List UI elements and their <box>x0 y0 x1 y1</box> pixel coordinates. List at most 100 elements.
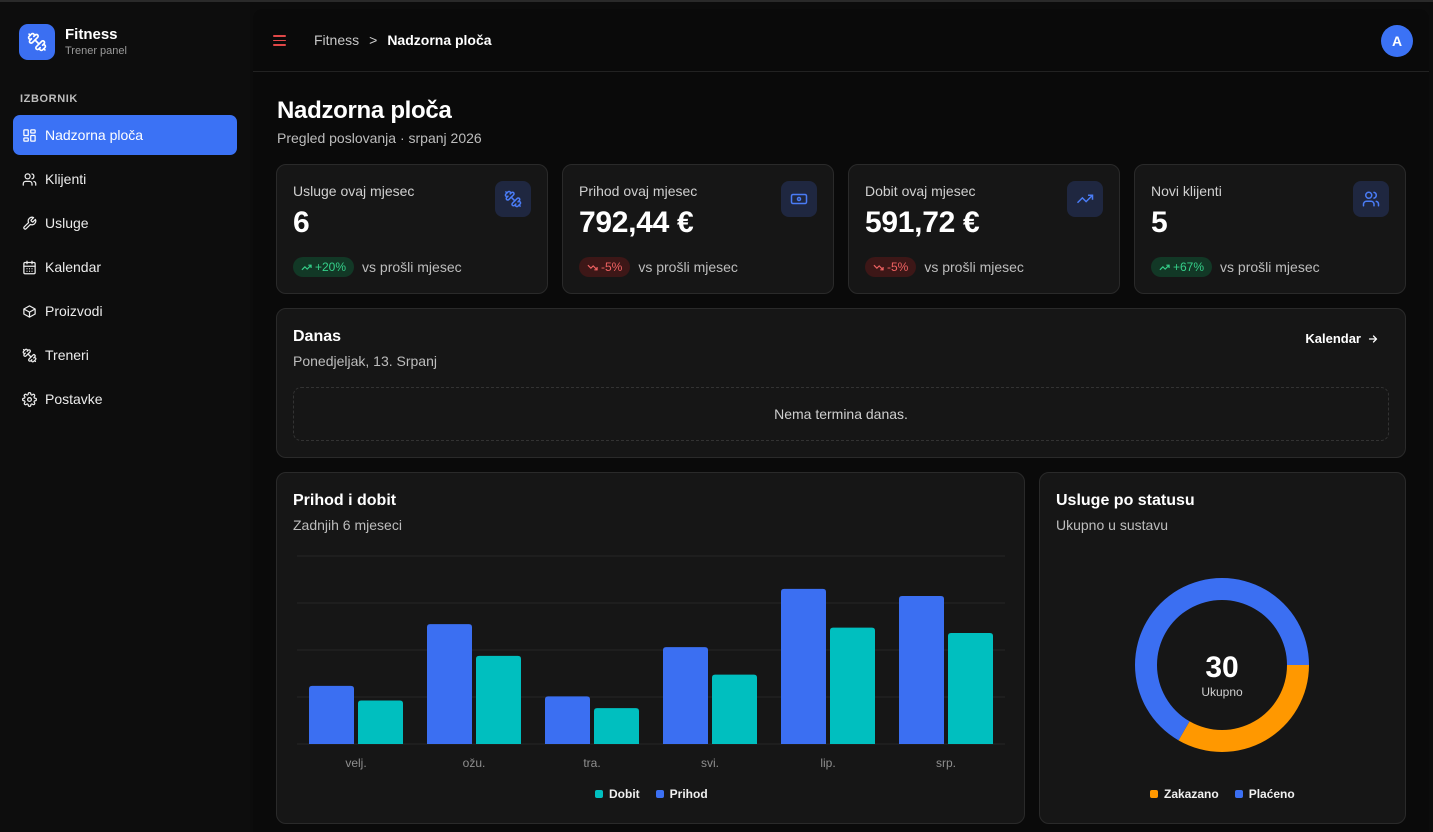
stat-card-new-clients: Novi klijenti 5 +67% vs prošli mjesec <box>1134 164 1406 294</box>
page-subtitle: Pregled poslovanja · srpanj 2026 <box>277 130 482 146</box>
sidebar-item-label: Proizvodi <box>45 303 103 319</box>
bar-dobit[interactable] <box>712 674 757 744</box>
sidebar-item-label: Nadzorna ploča <box>45 127 144 143</box>
revenue-chart-card: Prihod i dobit Zadnjih 6 mjeseci velj. ož… <box>276 472 1025 824</box>
today-title: Danas <box>293 328 342 345</box>
sidebar-item-services[interactable]: Usluge <box>13 203 237 243</box>
bar-chart: velj. ožu. tra. svi. lip. srp. <box>297 555 1005 770</box>
x-tick-label: lip. <box>820 756 835 770</box>
bar-dobit[interactable] <box>948 632 993 744</box>
sidebar-item-settings[interactable]: Postavke <box>13 379 237 419</box>
status-chart-card: Usluge po statusu Ukupno u sustavu 30 Uku… <box>1039 472 1406 824</box>
chart-title: Usluge po statusu <box>1056 492 1195 509</box>
main-content: Fitness > Nadzorna ploča A Nadzorna ploč… <box>253 9 1429 832</box>
sidebar-menu: Nadzorna ploča Klijenti Usluge Kalendar … <box>13 115 237 423</box>
stat-value: 5 <box>1151 206 1168 239</box>
stat-label: Dobit ovaj mjesec <box>865 183 976 199</box>
stat-card-revenue: Prihod ovaj mjesec 792,44 € -5% vs prošl… <box>562 164 834 294</box>
bar-dobit[interactable] <box>358 700 403 744</box>
trend-badge: -5% <box>865 257 917 277</box>
legend-item-zakazano[interactable]: Zakazano <box>1150 787 1219 801</box>
trend-badge: +20% <box>293 257 355 277</box>
calendar-link[interactable]: Kalendar <box>1305 331 1379 346</box>
chevron-right-icon: > <box>369 32 378 48</box>
bar-prihod[interactable] <box>899 595 944 744</box>
users-icon <box>21 171 37 187</box>
sidebar: Fitness Trener panel IZBORNIK Nadzorna p… <box>0 2 250 832</box>
calendar-icon <box>21 259 37 275</box>
banknote-icon <box>781 181 817 217</box>
x-tick-label: srp. <box>936 756 956 770</box>
sidebar-item-label: Klijenti <box>45 171 87 187</box>
stat-label: Usluge ovaj mjesec <box>293 183 415 199</box>
stat-card-services: Usluge ovaj mjesec 6 +20% vs prošli mjes… <box>276 164 548 294</box>
users-icon <box>1353 181 1389 217</box>
sidebar-item-label: Treneri <box>45 347 89 363</box>
brand-title: Fitness <box>65 26 118 43</box>
legend-item-placeno[interactable]: Plaćeno <box>1234 787 1295 801</box>
sidebar-item-trainers[interactable]: Treneri <box>13 335 237 375</box>
sidebar-item-dashboard[interactable]: Nadzorna ploča <box>13 115 237 155</box>
sidebar-item-clients[interactable]: Klijenti <box>13 159 237 199</box>
legend-item-prihod[interactable]: Prihod <box>655 787 708 801</box>
gear-icon <box>21 391 37 407</box>
breadcrumb: Fitness > Nadzorna ploča <box>314 32 492 48</box>
chart-legend: Dobit Prihod <box>595 787 708 801</box>
box-icon <box>21 303 37 319</box>
sidebar-item-products[interactable]: Proizvodi <box>13 291 237 331</box>
sidebar-item-label: Usluge <box>45 215 89 231</box>
trending-up-icon <box>1067 181 1103 217</box>
empty-appointments: Nema termina danas. <box>293 387 1389 441</box>
wrench-icon <box>21 215 37 231</box>
today-date: Ponedjeljak, 13. Srpanj <box>293 353 437 369</box>
sidebar-item-label: Postavke <box>45 391 103 407</box>
bar-dobit[interactable] <box>476 655 521 744</box>
menu-toggle-icon[interactable] <box>273 35 286 46</box>
x-tick-label: ožu. <box>463 756 486 770</box>
breadcrumb-root[interactable]: Fitness <box>314 32 360 48</box>
stat-value: 792,44 € <box>579 206 694 239</box>
brand-subtitle: Trener panel <box>65 45 127 57</box>
bar-prihod[interactable] <box>663 647 708 744</box>
donut-total-label: Ukupno <box>1201 685 1243 699</box>
page-title: Nadzorna ploča <box>277 97 452 124</box>
dashboard-icon <box>21 127 37 143</box>
chart-title: Prihod i dobit <box>293 492 397 509</box>
stat-compare: vs prošli mjesec <box>638 259 738 275</box>
bar-prihod[interactable] <box>427 624 472 744</box>
brand[interactable]: Fitness Trener panel <box>19 24 127 60</box>
bar-prihod[interactable] <box>309 685 354 744</box>
bar-dobit[interactable] <box>594 708 639 744</box>
legend-item-dobit[interactable]: Dobit <box>595 787 640 801</box>
dumbbell-icon <box>21 347 37 363</box>
stat-compare: vs prošli mjesec <box>362 259 462 275</box>
sidebar-item-calendar[interactable]: Kalendar <box>13 247 237 287</box>
trend-badge: -5% <box>579 257 631 277</box>
x-tick-label: velj. <box>345 756 366 770</box>
stat-card-profit: Dobit ovaj mjesec 591,72 € -5% vs prošli… <box>848 164 1120 294</box>
dumbbell-icon <box>495 181 531 217</box>
bar-prihod[interactable] <box>781 588 826 744</box>
dumbbell-icon <box>19 24 55 60</box>
bar-prihod[interactable] <box>545 696 590 744</box>
chart-subtitle: Ukupno u sustavu <box>1056 517 1169 533</box>
stat-label: Novi klijenti <box>1151 183 1222 199</box>
stat-compare: vs prošli mjesec <box>1220 259 1320 275</box>
arrow-right-icon <box>1368 334 1378 343</box>
stat-compare: vs prošli mjesec <box>924 259 1024 275</box>
trending-up-icon <box>301 264 312 270</box>
donut-total: 30 <box>1205 651 1238 684</box>
breadcrumb-current: Nadzorna ploča <box>387 32 492 48</box>
window-top-border <box>0 0 1433 2</box>
trending-up-icon <box>1159 264 1170 270</box>
sidebar-item-label: Kalendar <box>45 259 102 275</box>
trending-down-icon <box>873 264 884 270</box>
avatar[interactable]: A <box>1381 25 1413 57</box>
bar-dobit[interactable] <box>830 627 875 744</box>
x-tick-label: tra. <box>583 756 600 770</box>
chart-subtitle: Zadnjih 6 mjeseci <box>293 517 402 533</box>
trend-badge: +67% <box>1151 257 1213 277</box>
stat-label: Prihod ovaj mjesec <box>579 183 698 199</box>
slice-zakazano[interactable] <box>1178 665 1310 752</box>
